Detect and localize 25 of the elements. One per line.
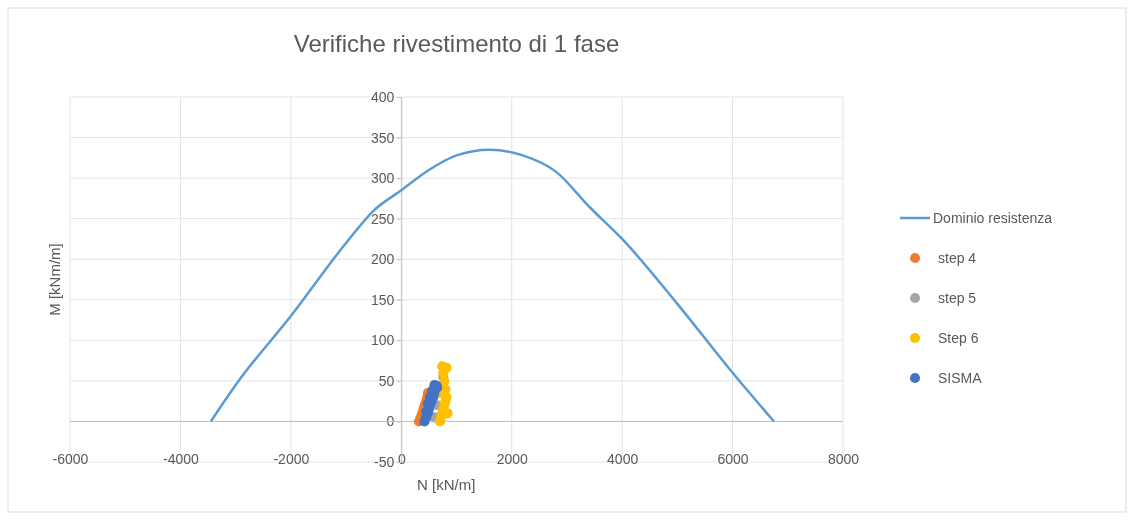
legend-label: Step 6 xyxy=(938,330,979,346)
x-tick-label: -6000 xyxy=(52,450,89,467)
x-tick-label: -4000 xyxy=(163,450,200,467)
y-tick-label: -50 xyxy=(374,453,395,470)
legend-label: SISMA xyxy=(938,370,983,386)
x-tick-label: 8000 xyxy=(827,450,860,467)
chart-title: Verifiche rivestimento di 1 fase xyxy=(293,30,620,57)
x-tick-label: -2000 xyxy=(273,450,310,467)
y-tick-label: 150 xyxy=(370,291,395,308)
y-tick-label: 400 xyxy=(370,88,395,105)
legend-label: Dominio resistenza xyxy=(933,210,1053,226)
y-tick-label: 200 xyxy=(370,251,395,268)
y-tick-label: 250 xyxy=(370,210,395,227)
legend-label: step 4 xyxy=(938,250,977,266)
y-tick-label: 350 xyxy=(370,129,395,146)
y-axis-title: M [kNm/m] xyxy=(46,243,63,316)
x-axis-title: N [kN/m] xyxy=(417,476,476,493)
y-tick-label: 100 xyxy=(370,332,395,349)
y-tick-label: 50 xyxy=(378,372,395,389)
y-tick-label: 0 xyxy=(386,413,395,430)
x-tick-label: 4000 xyxy=(607,450,639,467)
legend-label: step 5 xyxy=(938,290,977,306)
x-tick-label: 2000 xyxy=(496,450,528,467)
y-tick-label: 300 xyxy=(370,170,395,187)
x-tick-label: 6000 xyxy=(717,450,749,467)
